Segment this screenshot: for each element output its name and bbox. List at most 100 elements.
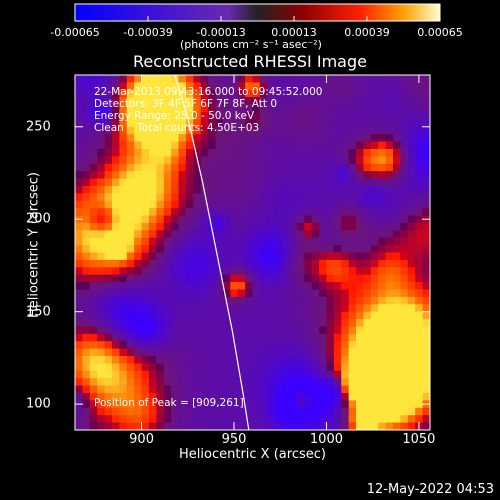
heatmap-cell <box>208 415 217 424</box>
heatmap-cell <box>245 200 253 209</box>
heatmap-cell <box>252 185 261 194</box>
heatmap-cell <box>208 111 217 120</box>
heatmap-cell <box>415 245 424 253</box>
heatmap-cell <box>134 326 143 335</box>
heatmap-cell <box>82 407 91 416</box>
heatmap-cell <box>89 407 98 416</box>
heatmap-cell <box>237 326 246 335</box>
heatmap-cell <box>97 252 106 261</box>
heatmap-cell <box>163 141 172 150</box>
heatmap-cell <box>104 163 113 172</box>
heatmap-cell <box>208 185 217 194</box>
heatmap-cell <box>415 126 424 135</box>
heatmap-cell <box>104 193 113 202</box>
heatmap-cell <box>178 326 187 335</box>
heatmap-cell <box>208 356 217 364</box>
heatmap-cell <box>363 393 372 401</box>
heatmap-cell <box>104 185 113 194</box>
heatmap-cell <box>89 230 98 239</box>
heatmap-cell <box>156 304 165 313</box>
heatmap-cell <box>134 259 143 268</box>
heatmap-cell <box>348 119 357 128</box>
heatmap-cell <box>208 282 217 290</box>
heatmap-cell <box>370 393 379 401</box>
heatmap-cell <box>296 348 305 357</box>
heatmap-cell <box>267 259 276 268</box>
heatmap-cell <box>385 378 394 387</box>
heatmap-cell <box>304 245 313 253</box>
heatmap-cell <box>341 163 350 172</box>
annotation-detectors: Detectors: 3F 4F 5F 6F 7F 8F, Att 0 <box>94 98 278 110</box>
heatmap-cell <box>215 111 224 120</box>
heatmap-cell <box>400 111 409 120</box>
heatmap-cell <box>378 274 387 283</box>
heatmap-cell <box>289 141 298 150</box>
heatmap-cell <box>82 267 91 276</box>
heatmap-cell <box>267 400 276 409</box>
heatmap-cell <box>393 208 401 217</box>
heatmap-cell <box>274 82 283 91</box>
heatmap-cell <box>348 400 357 409</box>
heatmap-cell <box>75 363 83 372</box>
heatmap-cell <box>141 119 150 128</box>
heatmap-cell <box>319 282 327 290</box>
heatmap-cell <box>333 237 342 246</box>
heatmap-cell <box>274 289 283 298</box>
heatmap-cell <box>326 407 335 416</box>
heatmap-cell <box>215 370 224 379</box>
heatmap-cell <box>415 193 424 202</box>
heatmap-cell <box>319 274 327 283</box>
heatmap-cell <box>378 289 387 298</box>
heatmap-cell <box>267 89 276 98</box>
heatmap-cell <box>385 274 394 283</box>
heatmap-cell <box>415 370 424 379</box>
heatmap-cell <box>200 326 209 335</box>
heatmap-cell <box>163 156 172 165</box>
heatmap-cell <box>171 171 180 180</box>
heatmap-cell <box>148 267 157 276</box>
heatmap-cell <box>319 141 327 150</box>
heatmap-cell <box>237 267 246 276</box>
heatmap-cell <box>237 415 246 424</box>
heatmap-cell <box>97 237 106 246</box>
heatmap-cell <box>252 274 261 283</box>
heatmap-cell <box>415 407 424 416</box>
heatmap-cell <box>259 370 268 379</box>
heatmap-cell <box>311 363 320 372</box>
heatmap-cell <box>363 422 372 430</box>
heatmap-cell <box>111 363 120 372</box>
heatmap-cell <box>245 422 253 430</box>
heatmap-cell <box>141 89 150 98</box>
heatmap-cell <box>119 97 128 106</box>
heatmap-cell <box>333 400 342 409</box>
heatmap-cell <box>289 341 298 350</box>
heatmap-cell <box>252 393 261 401</box>
heatmap-cell <box>259 222 268 231</box>
heatmap-cell <box>119 111 128 120</box>
heatmap-cell <box>185 75 194 83</box>
heatmap-cell <box>230 82 239 91</box>
heatmap-cell <box>82 282 91 290</box>
heatmap-cell <box>393 422 401 430</box>
heatmap-cell <box>82 230 91 239</box>
heatmap-cell <box>304 333 313 342</box>
heatmap-cell <box>215 178 224 187</box>
heatmap-cell <box>311 348 320 357</box>
heatmap-cell <box>341 171 350 180</box>
heatmap-cell <box>326 200 335 209</box>
heatmap-cell <box>111 274 120 283</box>
heatmap-cell <box>171 363 180 372</box>
heatmap-cell <box>407 400 416 409</box>
heatmap-cell <box>178 237 187 246</box>
heatmap-cell <box>222 134 231 143</box>
heatmap-cell <box>363 111 372 120</box>
heatmap-cell <box>304 296 313 305</box>
heatmap-cell <box>230 289 239 298</box>
heatmap-cell <box>178 171 187 180</box>
heatmap-cell <box>348 82 357 91</box>
heatmap-cell <box>363 126 372 135</box>
heatmap-cell <box>134 252 143 261</box>
heatmap-cell <box>333 156 342 165</box>
heatmap-cell <box>282 378 290 387</box>
heatmap-cell <box>104 422 113 430</box>
